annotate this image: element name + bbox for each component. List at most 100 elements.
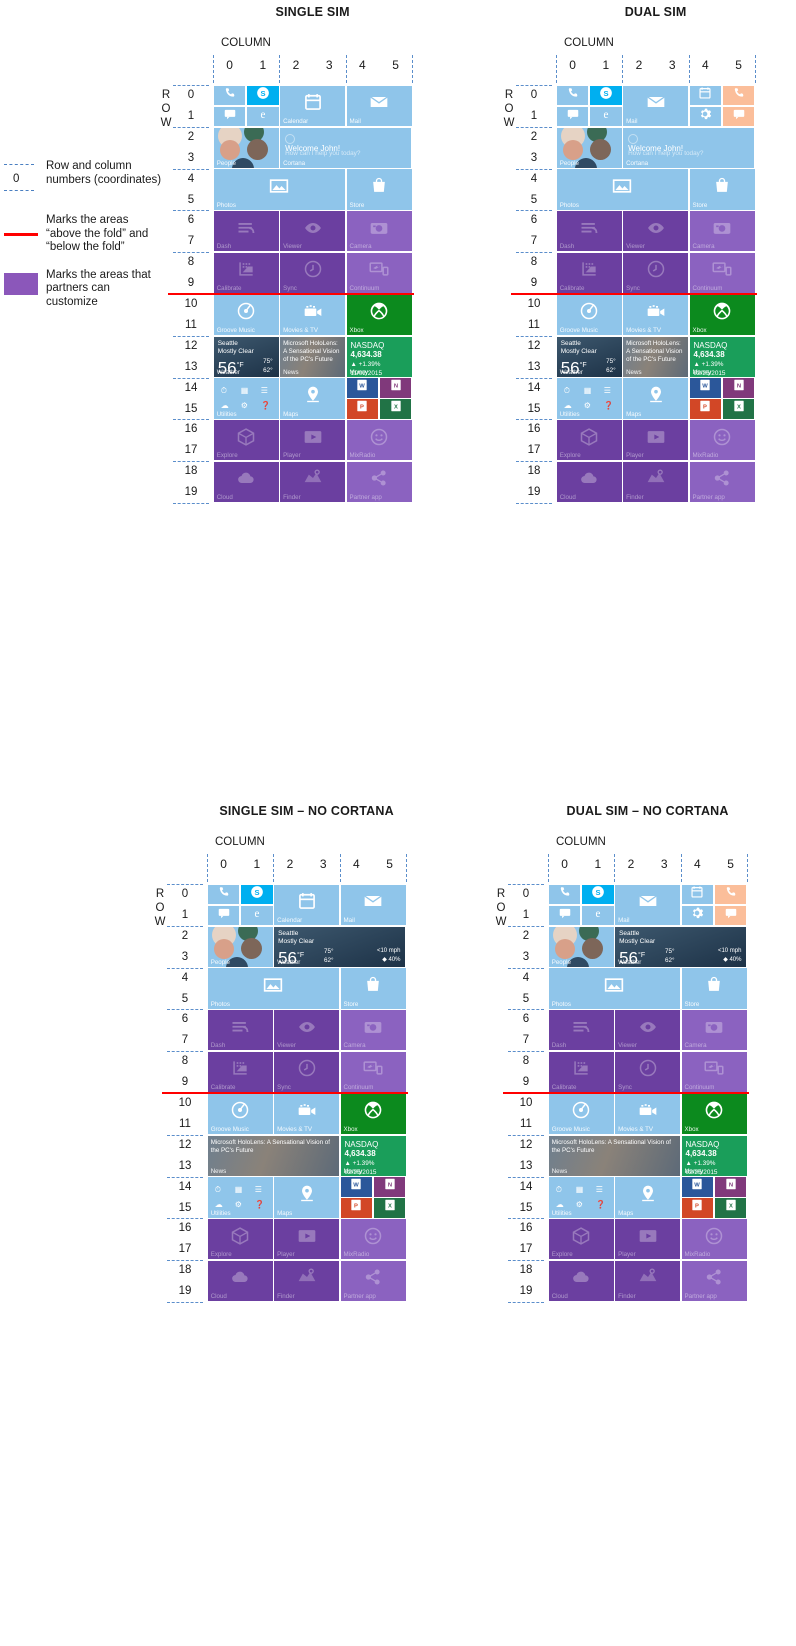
tile-phone[interactable] — [548, 884, 581, 905]
tile-calibrate[interactable]: Calibrate — [556, 252, 622, 294]
tile-messaging[interactable] — [213, 106, 246, 127]
tile-weather[interactable]: Seattle Mostly Clear 56°F 75° 62° Weather — [213, 336, 279, 377]
tile-skype[interactable]: S — [240, 884, 273, 905]
weather-small-icon[interactable]: ☁ — [220, 401, 229, 411]
tile-partner-app[interactable]: Partner app — [689, 461, 755, 503]
tile-player[interactable]: Player — [623, 420, 689, 461]
tile-utilities[interactable]: ⏱ ▦ ☰ ☁ ⚙ ❓ Utilities — [548, 1177, 614, 1218]
tile-explore[interactable]: Explore — [548, 1219, 614, 1260]
tile-edge[interactable]: e — [246, 106, 279, 127]
tile-edge[interactable]: e — [581, 905, 614, 926]
weather-small-icon[interactable]: ☁ — [214, 1200, 223, 1210]
settings-small-icon[interactable]: ⚙ — [583, 401, 591, 411]
tile-maps[interactable]: Maps — [280, 378, 346, 419]
tile-calibrate[interactable]: Calibrate — [207, 1051, 273, 1093]
tile-mail[interactable]: Mail — [615, 884, 681, 926]
tile-player[interactable]: Player — [274, 1219, 340, 1260]
tile-money[interactable]: NASDAQ 4,634.38 ▲ +1.39% 02/25/2015 Money — [681, 1135, 747, 1176]
tile-camera[interactable]: Camera — [346, 211, 412, 252]
tile-word[interactable]: W — [689, 378, 722, 398]
tile-powerpoint[interactable]: P — [340, 1198, 373, 1218]
tile-phone[interactable] — [207, 884, 240, 905]
tile-excel[interactable]: X — [714, 1198, 747, 1218]
tile-continuum[interactable]: Continuum — [340, 1051, 406, 1093]
tile-news[interactable]: Microsoft HoloLens: A Sensational Vision… — [548, 1135, 681, 1176]
tile-people[interactable]: People — [548, 926, 614, 967]
tile-settings[interactable] — [689, 106, 722, 127]
tile-sync[interactable]: Sync — [623, 252, 689, 294]
help-icon[interactable]: ❓ — [260, 401, 271, 411]
tile-money[interactable]: NASDAQ 4,634.38 ▲ +1.39% 11/02/2015 Money — [346, 336, 412, 377]
tile-photos[interactable]: Photos — [213, 169, 346, 210]
tile-excel[interactable]: X — [373, 1198, 406, 1218]
tile-utilities[interactable]: ⏱ ▦ ☰ ☁ ⚙ ❓ Utilities — [207, 1177, 273, 1218]
tile-phone-sim2[interactable] — [722, 85, 755, 106]
calculator-icon[interactable]: ▦ — [240, 386, 249, 396]
tile-calibrate[interactable]: Calibrate — [548, 1051, 614, 1093]
tile-mail[interactable]: Mail — [346, 85, 412, 127]
tile-groove-music[interactable]: Groove Music — [213, 294, 279, 336]
tile-continuum[interactable]: Continuum — [681, 1051, 747, 1093]
tile-continuum[interactable]: Continuum — [689, 252, 755, 294]
tile-dash[interactable]: Dash — [213, 211, 279, 252]
tile-xbox[interactable]: Xbox — [681, 1093, 747, 1135]
tile-excel[interactable]: X — [379, 399, 412, 419]
alarm-icon[interactable]: ⏱ — [214, 1185, 221, 1195]
weather-small-icon[interactable]: ☁ — [563, 401, 572, 411]
tile-finder[interactable]: Finder — [615, 1260, 681, 1302]
tile-player[interactable]: Player — [615, 1219, 681, 1260]
tile-finder[interactable]: Finder — [623, 461, 689, 503]
tile-sync[interactable]: Sync — [274, 1051, 340, 1093]
tile-calendar[interactable]: Calendar — [280, 85, 346, 127]
tile-cloud[interactable]: Cloud — [556, 461, 622, 503]
tile-messaging[interactable] — [207, 905, 240, 926]
tile-weather[interactable]: Seattle Mostly Clear 56°F 75° 62° <10 mph ◆ 40… — [274, 926, 406, 967]
tile-skype[interactable]: S — [581, 884, 614, 905]
tile-dash[interactable]: Dash — [556, 211, 622, 252]
tile-movies-tv[interactable]: Movies & TV — [615, 1093, 681, 1135]
tile-money[interactable]: NASDAQ 4,634.38 ▲ +1.39% 02/25/2015 Money — [689, 336, 755, 377]
tile-word[interactable]: W — [340, 1177, 373, 1197]
tile-maps[interactable]: Maps — [615, 1177, 681, 1218]
files-icon[interactable]: ☰ — [260, 386, 268, 396]
tile-viewer[interactable]: Viewer — [274, 1010, 340, 1051]
tile-skype[interactable]: S — [589, 85, 622, 106]
tile-weather[interactable]: Seattle Mostly Clear 56°F 75° 62° Weather — [556, 336, 622, 377]
tile-powerpoint[interactable]: P — [346, 399, 379, 419]
tile-edge[interactable]: e — [240, 905, 273, 926]
help-icon[interactable]: ❓ — [603, 401, 614, 411]
tile-messaging[interactable] — [556, 106, 589, 127]
tile-weather[interactable]: Seattle Mostly Clear 56°F 75° 62° <10 mph ◆ 40… — [615, 926, 747, 967]
tile-powerpoint[interactable]: P — [681, 1198, 714, 1218]
tile-news[interactable]: Microsoft HoloLens: A Sensational Vision… — [623, 336, 689, 377]
tile-onenote[interactable]: N — [379, 378, 412, 398]
tile-phone[interactable] — [556, 85, 589, 106]
tile-utilities[interactable]: ⏱ ▦ ☰ ☁ ⚙ ❓ Utilities — [213, 378, 279, 419]
tile-messaging[interactable] — [548, 905, 581, 926]
tile-edge[interactable]: e — [589, 106, 622, 127]
tile-partner-app[interactable]: Partner app — [346, 461, 412, 503]
calculator-icon[interactable]: ▦ — [234, 1185, 243, 1195]
tile-cloud[interactable]: Cloud — [207, 1260, 273, 1302]
tile-utilities[interactable]: ⏱ ▦ ☰ ☁ ⚙ ❓ Utilities — [556, 378, 622, 419]
tile-store[interactable]: Store — [681, 968, 747, 1009]
help-icon[interactable]: ❓ — [595, 1200, 606, 1210]
tile-player[interactable]: Player — [280, 420, 346, 461]
tile-phone-sim2[interactable] — [714, 884, 747, 905]
tile-people[interactable]: People — [207, 926, 273, 967]
tile-viewer[interactable]: Viewer — [623, 211, 689, 252]
tile-photos[interactable]: Photos — [548, 968, 681, 1009]
tile-dash[interactable]: Dash — [548, 1010, 614, 1051]
alarm-icon[interactable]: ⏱ — [563, 386, 570, 396]
tile-phone[interactable] — [213, 85, 246, 106]
tile-movies-tv[interactable]: Movies & TV — [274, 1093, 340, 1135]
tile-xbox[interactable]: Xbox — [689, 294, 755, 336]
tile-groove-music[interactable]: Groove Music — [207, 1093, 273, 1135]
files-icon[interactable]: ☰ — [254, 1185, 262, 1195]
tile-sync[interactable]: Sync — [280, 252, 346, 294]
tile-maps[interactable]: Maps — [623, 378, 689, 419]
help-icon[interactable]: ❓ — [254, 1200, 265, 1210]
tile-partner-app[interactable]: Partner app — [340, 1260, 406, 1302]
tile-mixradio[interactable]: MixRadio — [346, 420, 412, 461]
files-icon[interactable]: ☰ — [595, 1185, 603, 1195]
